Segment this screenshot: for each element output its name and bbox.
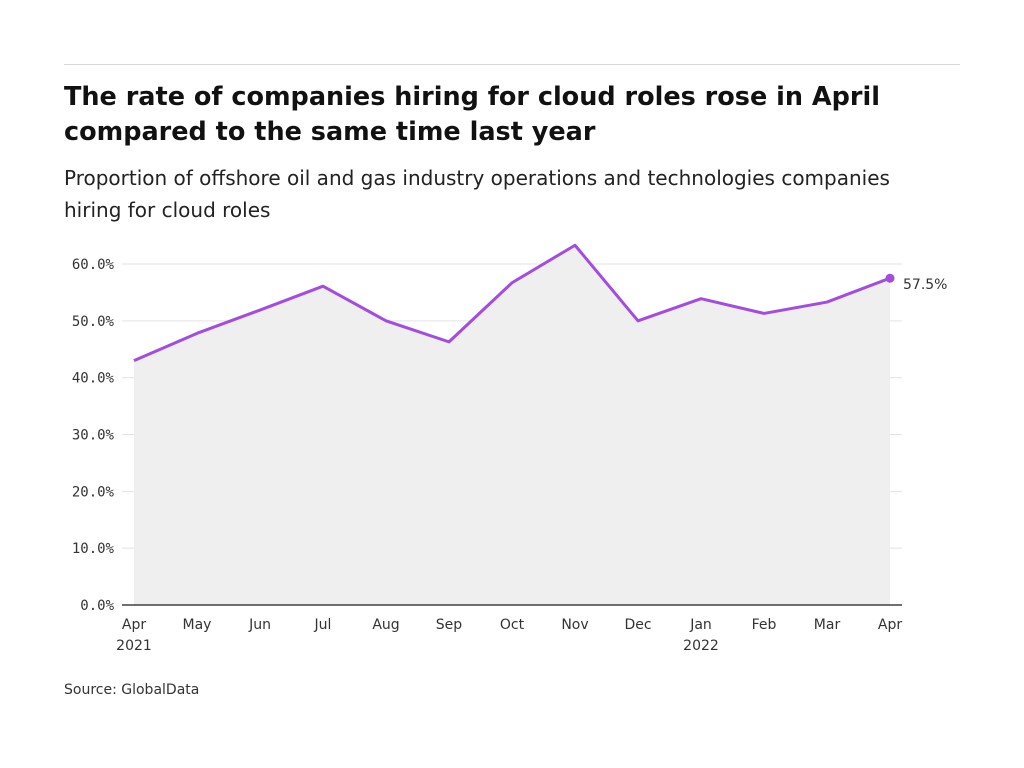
x-tick-label: Aug xyxy=(372,617,399,633)
x-tick-label: Oct xyxy=(500,617,525,633)
y-tick-label: 30.0% xyxy=(72,428,115,444)
y-tick-label: 60.0% xyxy=(72,257,115,273)
x-tick-label: Jan xyxy=(689,617,712,633)
x-tick-label: Sep xyxy=(436,617,463,633)
top-rule xyxy=(64,64,960,65)
x-tick-label: May xyxy=(183,617,212,633)
x-tick-label: Feb xyxy=(752,617,777,633)
series-line xyxy=(133,243,891,362)
y-tick-label: 20.0% xyxy=(72,484,115,500)
x-tick-label: Apr xyxy=(878,617,902,633)
x-tick-label: Dec xyxy=(624,617,651,633)
y-tick-label: 40.0% xyxy=(72,371,115,387)
x-tick-year-label: 2022 xyxy=(683,638,719,654)
y-tick-label: 10.0% xyxy=(72,541,115,557)
x-tick-label: Mar xyxy=(814,617,841,633)
area-fill xyxy=(134,245,890,605)
x-tick-label: Nov xyxy=(561,617,588,633)
x-tick-label: Apr xyxy=(122,617,146,633)
chart-title: The rate of companies hiring for cloud r… xyxy=(64,82,880,147)
x-tick-label: Jun xyxy=(248,617,271,633)
y-axis-ticks: 0.0% 10.0% 20.0% 30.0% 40.0% 50.0% 60.0% xyxy=(72,257,115,614)
x-axis-ticks: Apr 2021 May Jun Jul Aug Sep Oct Nov Dec Jan 2022 Fe… xyxy=(116,617,902,654)
chart-subtitle: Proportion of offshore oil and gas indus… xyxy=(64,166,890,222)
x-tick-label: Jul xyxy=(314,617,332,633)
end-point-marker xyxy=(885,273,895,283)
end-value-label: 57.5% xyxy=(903,277,947,293)
y-tick-label: 0.0% xyxy=(80,598,114,614)
x-tick-year-label: 2021 xyxy=(116,638,152,654)
source-note: Source: GlobalData xyxy=(64,682,200,698)
y-tick-label: 50.0% xyxy=(72,314,115,330)
